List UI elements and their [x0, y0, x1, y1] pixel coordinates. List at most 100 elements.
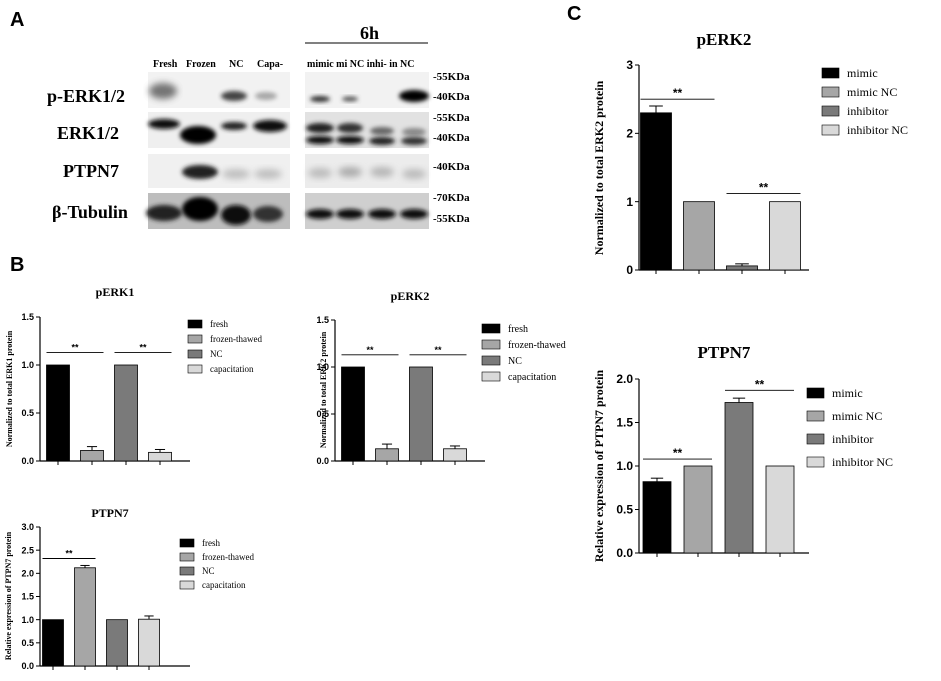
bar-frozen-thawed [74, 567, 96, 667]
y-axis-label: Relative expression of PTPN7 protein [4, 531, 13, 660]
chart-c2: PTPN7 Relative expression of PTPN7 protei… [592, 343, 893, 562]
row-label-tubulin: β-Tubulin [52, 202, 128, 222]
significance-label: ** [65, 549, 73, 559]
panel-c-letter: C [567, 3, 581, 25]
blot-perk-right [305, 72, 429, 108]
y-tick-label: 0.0 [616, 546, 633, 560]
marker-tubulin-70: -70KDa [433, 192, 470, 204]
y-tick-label: 0.0 [21, 661, 34, 671]
row-label-perk: p-ERK1/2 [47, 86, 125, 106]
y-tick-label: 1.0 [21, 615, 34, 625]
legend-label: frozen-thawed [508, 340, 566, 351]
significance-label: ** [673, 446, 683, 460]
significance-label: ** [366, 345, 374, 355]
y-tick-label: 0.0 [21, 456, 34, 466]
marker-erk-40: -40KDa [433, 132, 470, 144]
lane-label-nc: NC [229, 59, 243, 70]
bar-mimic [640, 112, 672, 271]
y-tick-label: 1.0 [616, 459, 633, 473]
legend-label: inhibitor NC [847, 123, 908, 137]
legend-swatch [187, 334, 203, 344]
legend-swatch [179, 552, 195, 562]
y-tick-label: 1.5 [616, 416, 633, 430]
charts: pERK1 Normalized to total ERK1 protein 0.0… [4, 30, 908, 671]
legend-label: frozen-thawed [210, 334, 262, 344]
legend-swatch [187, 319, 203, 329]
y-tick-label: 1.0 [316, 362, 329, 372]
lane-label-frozen: Frozen [186, 59, 216, 70]
legend-label: fresh [210, 319, 228, 329]
legend-swatch [187, 349, 203, 359]
y-tick-label: 2.0 [21, 568, 34, 578]
y-tick-label: 0.5 [21, 638, 34, 648]
bar-mimic [642, 481, 672, 554]
bar-nc [106, 619, 128, 667]
bar-frozen-thawed [375, 448, 399, 462]
bar-capacitation [148, 451, 172, 462]
legend-label: NC [210, 349, 223, 359]
bar-inhibitor [724, 402, 754, 554]
panel-a-letter: A [10, 9, 24, 31]
significance-label: ** [71, 343, 79, 353]
significance-label: ** [673, 86, 683, 100]
y-axis-label: Normalized to total ERK2 protein [592, 80, 606, 255]
bar-capacitation [443, 448, 467, 462]
panel-b-letter: B [10, 254, 24, 276]
blot-right [305, 72, 429, 229]
marker-erk-55: -55KDa [433, 112, 470, 124]
legend-swatch [821, 124, 840, 136]
significance-label: ** [434, 345, 442, 355]
y-tick-label: 1 [626, 195, 633, 209]
bar-capacitation [138, 618, 160, 667]
legend-swatch [806, 387, 825, 399]
y-tick-label: 3.0 [21, 522, 34, 532]
y-tick-label: 2.5 [21, 545, 34, 555]
legend-swatch [179, 566, 195, 576]
bar-mimic-nc [683, 465, 713, 554]
legend-label: mimic [832, 386, 863, 400]
y-axis-label: Normalized to total ERK2 protein [319, 331, 328, 448]
bar-mimic-nc [683, 201, 715, 271]
significance-label: ** [759, 180, 769, 194]
bar-inhibitor [726, 265, 758, 271]
legend-label: fresh [508, 324, 528, 335]
chart-b2: pERK2 Normalized to total ERK2 protein 0.0… [316, 289, 565, 466]
legend-swatch [179, 580, 195, 590]
panel-a: A 6h Fresh Frozen NC Capa- mimic mi NC i… [10, 9, 470, 229]
blot-left [146, 72, 290, 229]
marker-perk-55: -55KDa [433, 71, 470, 83]
chart-title: pERK1 [96, 285, 135, 299]
y-tick-label: 0.5 [616, 503, 633, 517]
y-axis-label: Relative expression of PTPN7 protein [592, 370, 606, 563]
y-tick-label: 0.5 [21, 408, 34, 418]
legend-swatch [481, 355, 501, 366]
bar-inhibitor-nc [769, 201, 801, 271]
legend-label: capacitation [202, 580, 246, 590]
legend-label: NC [202, 566, 215, 576]
y-tick-label: 1.0 [21, 360, 34, 370]
bar-fresh [42, 619, 64, 667]
row-label-ptpn7: PTPN7 [63, 161, 119, 181]
bar-nc [114, 364, 138, 462]
bar-frozen-thawed [80, 450, 104, 462]
row-label-erk: ERK1/2 [57, 123, 119, 143]
legend-label: inhibitor NC [832, 455, 893, 469]
significance-label: ** [139, 343, 147, 353]
legend-swatch [806, 433, 825, 445]
legend-swatch [481, 371, 501, 382]
lane-labels-right: mimic mi NC inhi- in NC [307, 59, 415, 70]
lane-label-fresh: Fresh [153, 59, 178, 70]
legend-swatch [806, 410, 825, 422]
legend-label: mimic NC [832, 409, 882, 423]
chart-title: pERK2 [697, 30, 752, 49]
legend-swatch [179, 538, 195, 548]
time-label: 6h [360, 23, 379, 43]
legend-label: inhibitor [847, 104, 888, 118]
chart-b1: pERK1 Normalized to total ERK1 protein 0.0… [5, 285, 262, 466]
y-axis-label: Normalized to total ERK1 protein [5, 330, 14, 447]
lane-label-capa: Capa- [257, 59, 283, 70]
legend-label: fresh [202, 538, 220, 548]
legend-swatch [806, 456, 825, 468]
legend-label: mimic [847, 66, 878, 80]
